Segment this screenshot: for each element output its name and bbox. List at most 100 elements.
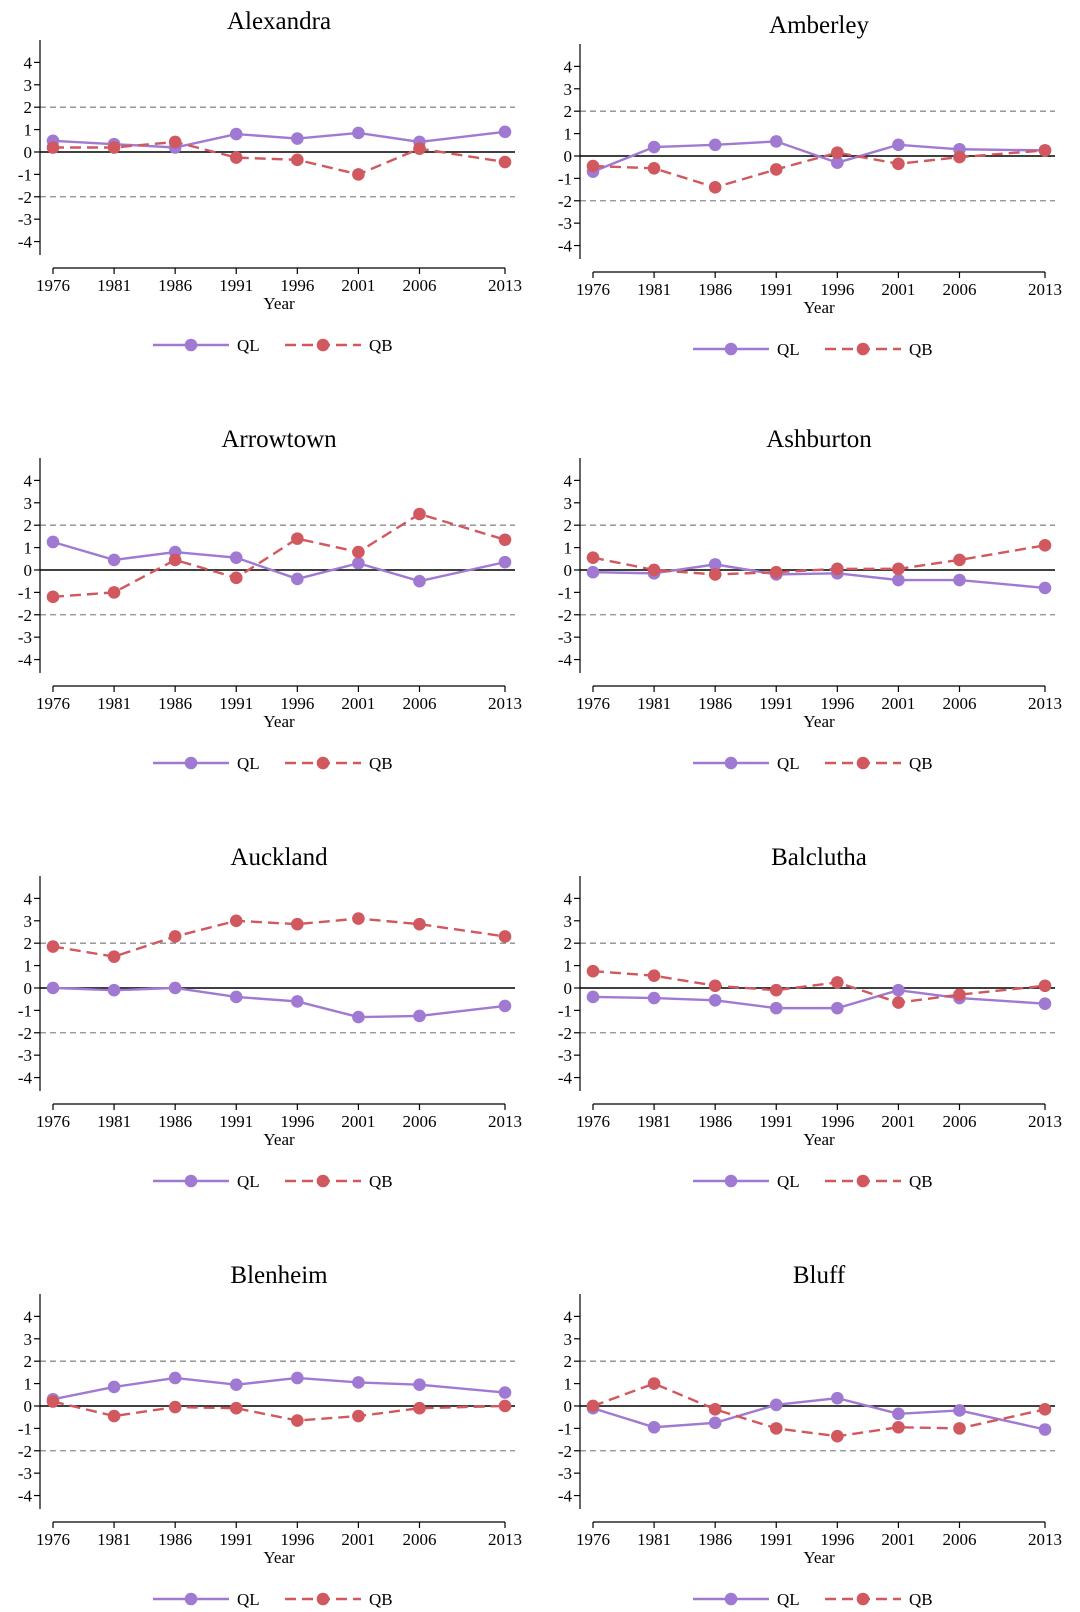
x-axis-label: Year	[263, 1548, 295, 1567]
data-point-QB	[708, 1403, 722, 1416]
data-point-QB	[107, 586, 121, 599]
y-tick-label: -3	[558, 1046, 572, 1065]
data-point-QL	[291, 1371, 304, 1385]
series-line-QB	[592, 1382, 1046, 1438]
legend-label-QL: QL	[777, 754, 800, 773]
y-tick-label: 4	[564, 1307, 573, 1326]
data-point-QB	[953, 150, 966, 164]
x-tick-label: 2001	[341, 1530, 375, 1549]
data-point-QB	[708, 181, 722, 194]
chart-panel-6: Blenheim 4 3 2 1 0 -1 -2 -3 -4 1976 1981 1986 1991 199…	[18, 1262, 522, 1609]
y-tick-label: 2	[24, 1352, 33, 1371]
y-tick-label: -3	[558, 214, 572, 233]
data-point-QL	[498, 125, 512, 139]
y-tick-label: 3	[24, 912, 33, 931]
y-tick-label: -4	[558, 237, 573, 256]
y-tick-label: -4	[18, 651, 33, 670]
x-tick-label: 2013	[1028, 1112, 1062, 1131]
data-point-QB	[708, 979, 722, 993]
y-tick-label: 3	[564, 1330, 573, 1349]
data-point-QL	[892, 1407, 905, 1421]
x-tick-label: 1996	[820, 694, 854, 713]
x-tick-label: 2001	[881, 1112, 915, 1131]
x-tick-label: 2006	[942, 694, 976, 713]
x-tick-label: 1991	[759, 1112, 793, 1131]
data-point-QB	[769, 1422, 783, 1435]
x-axis-label: Year	[263, 1130, 295, 1149]
chart-title: Ashburton	[766, 426, 872, 453]
x-tick-label: 1991	[219, 276, 253, 295]
data-point-QL	[352, 556, 365, 570]
x-axis-label: Year	[803, 1130, 835, 1149]
x-tick-label: 1981	[637, 1112, 671, 1131]
x-tick-label: 1976	[36, 1112, 70, 1131]
legend-label-QB: QB	[369, 754, 393, 773]
y-tick-label: -3	[18, 628, 32, 647]
data-point-QL	[831, 1391, 844, 1405]
y-tick-label: 4	[564, 889, 573, 908]
x-tick-label: 1981	[97, 694, 131, 713]
x-tick-label: 2006	[942, 280, 976, 299]
x-tick-label: 1976	[576, 1112, 610, 1131]
legend-label-QB: QB	[909, 340, 933, 359]
data-point-QB	[708, 568, 722, 581]
data-point-QL	[413, 1009, 426, 1023]
series-line-QL	[52, 1376, 506, 1401]
y-tick-label: 1	[24, 1375, 33, 1394]
data-point-QB	[498, 1399, 512, 1413]
legend-marker-QB	[316, 338, 330, 352]
chart-panel-3: Ashburton 4 3 2 1 0 -1 -2 -3 -4 1976 1981 1986 1991 19…	[558, 426, 1062, 773]
chart-title: Arrowtown	[221, 426, 337, 453]
data-point-QB	[107, 1409, 121, 1423]
data-point-QB	[352, 912, 365, 925]
data-point-QL	[352, 126, 365, 140]
legend-marker-QL	[724, 342, 738, 356]
x-tick-label: 2013	[1028, 280, 1062, 299]
series-line-QB	[592, 969, 1046, 1004]
data-point-QB	[352, 545, 365, 559]
y-tick-label: -1	[18, 583, 32, 602]
data-point-QB	[647, 161, 661, 175]
data-point-QB	[769, 565, 783, 579]
x-tick-label: 2013	[488, 276, 522, 295]
data-point-QB	[413, 1401, 426, 1415]
x-tick-label: 1976	[36, 1530, 70, 1549]
y-tick-label: -3	[18, 1046, 32, 1065]
x-tick-label: 1991	[759, 280, 793, 299]
data-point-QL	[291, 995, 304, 1008]
series-line-QB	[52, 917, 506, 958]
legend-label-QB: QB	[909, 1590, 933, 1609]
data-point-QB	[1038, 144, 1052, 157]
data-point-QL	[291, 572, 304, 586]
x-tick-label: 2013	[1028, 1530, 1062, 1549]
y-tick-label: 4	[24, 889, 33, 908]
legend-marker-QB	[316, 1592, 330, 1606]
y-tick-label: -4	[18, 233, 33, 252]
data-point-QB	[291, 153, 304, 167]
x-tick-label: 1981	[637, 694, 671, 713]
x-tick-label: 1976	[36, 694, 70, 713]
data-point-QL	[498, 999, 512, 1013]
x-tick-label: 1991	[219, 1112, 253, 1131]
y-tick-label: 2	[24, 934, 33, 953]
data-point-QL	[769, 135, 783, 148]
legend-marker-QL	[184, 338, 198, 352]
data-point-QB	[46, 590, 60, 604]
legend-marker-QB	[316, 1174, 330, 1188]
data-point-QL	[647, 991, 661, 1005]
y-tick-label: -4	[18, 1487, 33, 1506]
data-point-QL	[586, 565, 600, 579]
data-point-QL	[229, 990, 243, 1004]
data-point-QL	[352, 1010, 365, 1024]
data-point-QB	[831, 976, 844, 989]
y-tick-label: -3	[18, 1464, 32, 1483]
data-point-QB	[107, 950, 121, 963]
data-point-QB	[892, 562, 905, 576]
x-tick-label: 2013	[488, 1112, 522, 1131]
data-point-QB	[291, 917, 304, 931]
series-line-QL	[592, 1396, 1046, 1431]
data-point-QB	[229, 571, 243, 585]
y-tick-label: 3	[564, 494, 573, 513]
data-point-QL	[769, 1398, 783, 1412]
y-tick-label: -1	[18, 1001, 32, 1020]
